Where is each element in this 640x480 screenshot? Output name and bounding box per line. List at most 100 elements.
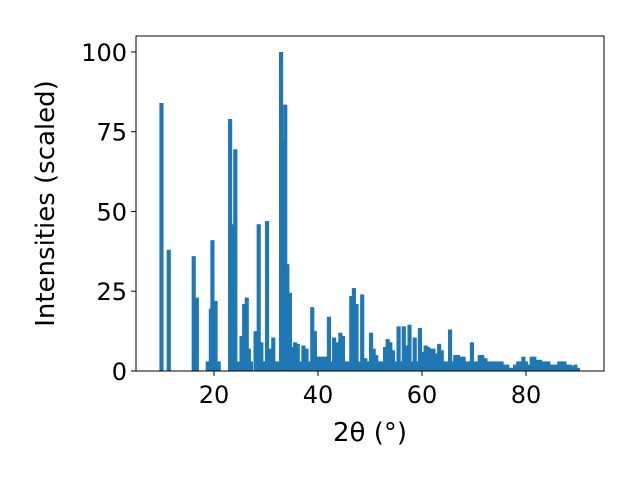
- bar: [166, 249, 171, 371]
- bar: [562, 361, 567, 371]
- bar: [448, 329, 453, 371]
- bar: [273, 361, 278, 371]
- bar: [431, 348, 436, 371]
- bar: [295, 343, 300, 371]
- bar: [276, 361, 281, 371]
- bar: [246, 348, 251, 371]
- bar: [527, 364, 532, 371]
- bar: [310, 307, 315, 371]
- bar: [477, 355, 482, 371]
- bar: [575, 367, 581, 371]
- bar: [559, 361, 564, 371]
- bar: [281, 141, 286, 371]
- bar: [491, 361, 496, 371]
- bar: [516, 361, 521, 371]
- bar: [540, 361, 545, 371]
- bar: [332, 337, 337, 371]
- bar: [543, 361, 548, 371]
- bar: [529, 356, 534, 371]
- bar: [499, 361, 504, 371]
- bar: [412, 337, 417, 371]
- bar: [205, 361, 210, 371]
- bar: [338, 332, 343, 371]
- bar: [385, 339, 390, 371]
- bar: [287, 292, 292, 371]
- y-axis-ticks: 0 25 50 75 100: [81, 39, 136, 386]
- bar: [357, 361, 362, 371]
- bar: [383, 347, 388, 371]
- bar-series: [159, 51, 581, 371]
- bar: [365, 361, 370, 371]
- bar: [393, 361, 399, 371]
- bar: [210, 240, 215, 371]
- bar: [321, 356, 326, 371]
- bar: [268, 348, 273, 371]
- x-tick-label: 80: [511, 381, 542, 409]
- bar: [285, 264, 290, 371]
- y-axis-label: Intensities (scaled): [31, 80, 61, 327]
- bar: [315, 356, 320, 371]
- bar: [283, 104, 288, 371]
- bar: [445, 361, 450, 371]
- bar: [554, 364, 559, 371]
- bar: [213, 300, 218, 371]
- bar: [570, 366, 575, 371]
- bar: [363, 358, 368, 371]
- bar: [442, 361, 447, 371]
- bar: [351, 288, 356, 371]
- bar: [507, 367, 512, 371]
- y-tick-label: 0: [112, 358, 127, 386]
- bar: [523, 361, 529, 371]
- bar: [290, 347, 295, 371]
- bar: [335, 342, 340, 371]
- bar: [407, 324, 412, 371]
- bar: [485, 361, 491, 371]
- bar: [513, 364, 518, 371]
- bar: [304, 348, 309, 371]
- bar: [346, 361, 351, 371]
- bar: [248, 361, 253, 371]
- x-axis-label: 2θ (°): [333, 418, 407, 448]
- bar: [472, 361, 477, 371]
- y-tick-label: 50: [96, 198, 127, 226]
- bar: [404, 345, 409, 371]
- bar: [439, 350, 444, 371]
- bar: [455, 355, 460, 371]
- bar: [271, 337, 276, 371]
- bar: [298, 361, 303, 371]
- bar: [360, 294, 365, 371]
- bar: [256, 224, 261, 371]
- bar: [546, 361, 551, 371]
- bar: [535, 359, 540, 371]
- bar: [326, 316, 331, 371]
- bar: [399, 361, 404, 371]
- bar: [159, 103, 164, 371]
- bar: [377, 361, 382, 371]
- bar: [505, 364, 510, 371]
- y-tick-label: 100: [81, 39, 127, 67]
- bar: [521, 356, 526, 371]
- bar: [537, 359, 543, 371]
- bar: [410, 361, 415, 371]
- bar: [420, 351, 426, 371]
- bar: [518, 361, 523, 371]
- bar: [467, 361, 472, 371]
- bar: [371, 348, 376, 371]
- bar: [461, 356, 466, 371]
- bar: [228, 118, 233, 371]
- bar: [502, 364, 507, 371]
- bar: [568, 364, 573, 371]
- bar: [453, 355, 458, 371]
- bar: [423, 345, 428, 371]
- bar: [301, 345, 306, 371]
- bar: [532, 356, 537, 371]
- bar: [239, 335, 244, 371]
- bar: [324, 356, 329, 371]
- plot-frame: [135, 35, 605, 372]
- bar: [437, 343, 442, 371]
- bar: [458, 356, 464, 371]
- bar: [415, 361, 420, 371]
- bar: [396, 326, 401, 371]
- bar: [293, 342, 298, 371]
- y-tick-label: 75: [96, 119, 127, 147]
